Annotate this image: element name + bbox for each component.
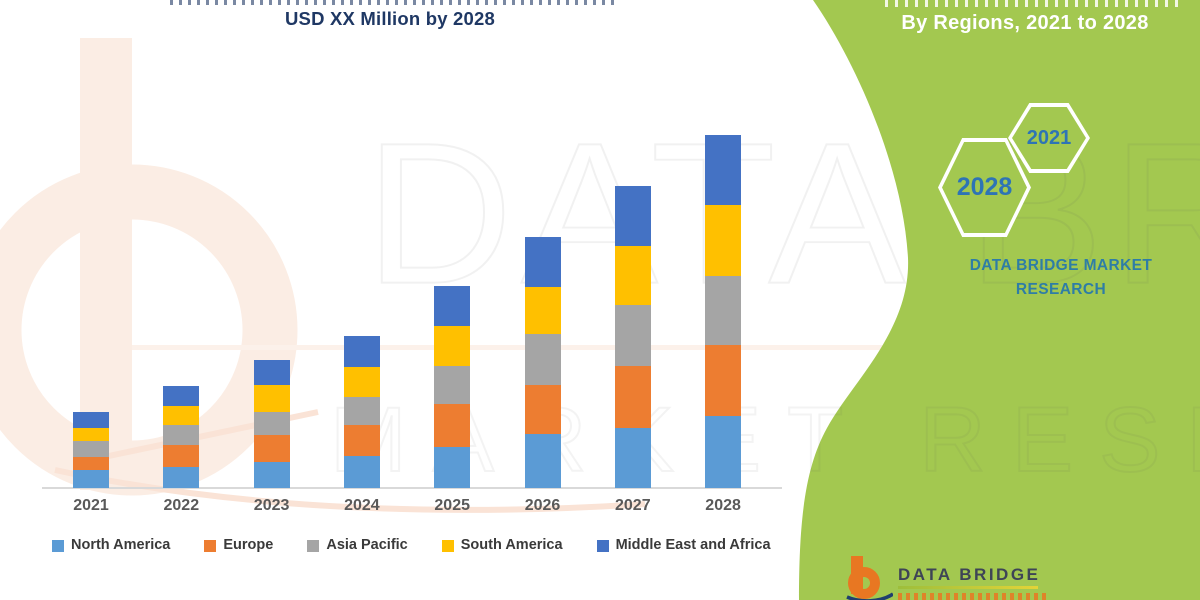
legend-swatch-north-america <box>52 540 64 552</box>
bar-2027 <box>614 186 651 488</box>
bar-segment-middle-east-and-africa <box>434 286 471 326</box>
bar-segment-north-america <box>705 416 742 488</box>
bar-segment-north-america <box>524 434 561 488</box>
bar-2028 <box>705 135 742 488</box>
bar-segment-north-america <box>614 428 651 488</box>
bar-segment-middle-east-and-africa <box>524 237 561 287</box>
legend-swatch-asia-pacific <box>307 540 320 552</box>
hexagon-2028-year: 2028 <box>942 142 1027 233</box>
bar-segment-middle-east-and-africa <box>614 186 651 246</box>
chart-legend: North America Europe Asia Pacific South Ame… <box>52 537 771 553</box>
bar-segment-asia-pacific <box>614 305 651 366</box>
bar-segment-europe <box>253 435 290 462</box>
bar-segment-south-america <box>343 367 380 397</box>
bar-segment-asia-pacific <box>73 441 109 457</box>
panel-heading: By Regions, 2021 to 2028 <box>901 12 1149 34</box>
brand-caption: DATA BRIDGE MARKET RESEARCH <box>969 257 1153 299</box>
chart-title: USD XX Million by 2028 <box>284 8 495 29</box>
bar-segment-europe <box>434 404 471 447</box>
bar-segment-north-america <box>253 462 290 488</box>
bar-segment-north-america <box>434 447 471 488</box>
bar-2023 <box>253 360 290 488</box>
bar-segment-europe <box>614 366 651 428</box>
bar-segment-asia-pacific <box>253 412 290 435</box>
bar-segment-south-america <box>73 428 109 441</box>
legend-label: Asia Pacific <box>326 537 408 553</box>
legend-item-south-america: South America <box>441 537 563 553</box>
bar-segment-south-america <box>163 406 200 425</box>
legend-swatch-europe <box>204 540 217 552</box>
bar-segment-asia-pacific <box>705 276 742 345</box>
bar-segment-north-america <box>343 456 380 488</box>
bar-segment-north-america <box>163 467 200 488</box>
bar-segment-asia-pacific <box>524 334 561 385</box>
legend-item-north-america: North America <box>52 537 170 553</box>
bar-segment-south-america <box>614 246 651 305</box>
legend-item-middle-east-and-africa: Middle East and Africa <box>596 537 771 553</box>
bar-segment-asia-pacific <box>343 397 380 425</box>
x-axis-label-2027: 2027 <box>615 497 651 514</box>
bar-2021 <box>73 412 109 488</box>
bar-2022 <box>163 386 200 488</box>
bar-segment-south-america <box>253 385 290 412</box>
legend-label: Europe <box>223 537 274 553</box>
bar-segment-europe <box>524 385 561 434</box>
x-axis-line <box>42 487 782 489</box>
legend-label: North America <box>71 537 171 553</box>
bar-segment-asia-pacific <box>434 366 471 404</box>
x-axis-label-2023: 2023 <box>253 497 290 514</box>
bar-segment-north-america <box>73 470 109 488</box>
bar-segment-middle-east-and-africa <box>73 412 109 428</box>
bar-segment-middle-east-and-africa <box>163 386 200 406</box>
bar-segment-south-america <box>705 205 742 276</box>
clipped-panel-title-line <box>885 0 1185 7</box>
bar-segment-middle-east-and-africa <box>253 360 290 385</box>
x-axis-label-2028: 2028 <box>705 497 741 514</box>
footer-logo-underline <box>898 586 1038 589</box>
clipped-title-line <box>170 0 620 5</box>
bar-segment-europe <box>73 457 109 470</box>
bar-segment-europe <box>163 445 200 467</box>
x-axis-label-2022: 2022 <box>163 497 200 514</box>
bar-segment-middle-east-and-africa <box>343 336 380 367</box>
clipped-footer-tagline <box>898 593 1050 600</box>
watermark-text-line2: MARKET RESEARCH <box>329 388 1200 492</box>
bar-2025 <box>434 286 471 488</box>
bar-segment-south-america <box>524 287 561 334</box>
bar-segment-europe <box>705 345 742 416</box>
footer-logo-b-icon <box>846 556 893 600</box>
hexagon-2021: 2021 <box>1008 103 1090 173</box>
legend-item-asia-pacific: Asia Pacific <box>307 537 408 553</box>
x-axis-label-2025: 2025 <box>434 497 470 514</box>
x-axis-label-2024: 2024 <box>344 497 380 514</box>
bar-segment-asia-pacific <box>163 425 200 445</box>
x-axis-label-2026: 2026 <box>524 497 561 514</box>
legend-item-europe: Europe <box>204 537 273 553</box>
legend-label: South America <box>460 537 563 553</box>
footer-logo-text: DATA BRIDGE <box>898 565 1041 584</box>
legend-swatch-middle-east-and-africa <box>596 540 609 552</box>
bar-2026 <box>524 237 561 488</box>
bar-segment-europe <box>343 425 380 456</box>
x-axis-label-2021: 2021 <box>73 497 109 514</box>
legend-swatch-south-america <box>441 540 454 552</box>
hexagon-2021-year: 2021 <box>1012 107 1086 169</box>
bar-segment-middle-east-and-africa <box>705 135 742 205</box>
bar-segment-south-america <box>434 326 471 366</box>
bar-2024 <box>343 336 380 488</box>
legend-label: Middle East and Africa <box>615 537 771 553</box>
